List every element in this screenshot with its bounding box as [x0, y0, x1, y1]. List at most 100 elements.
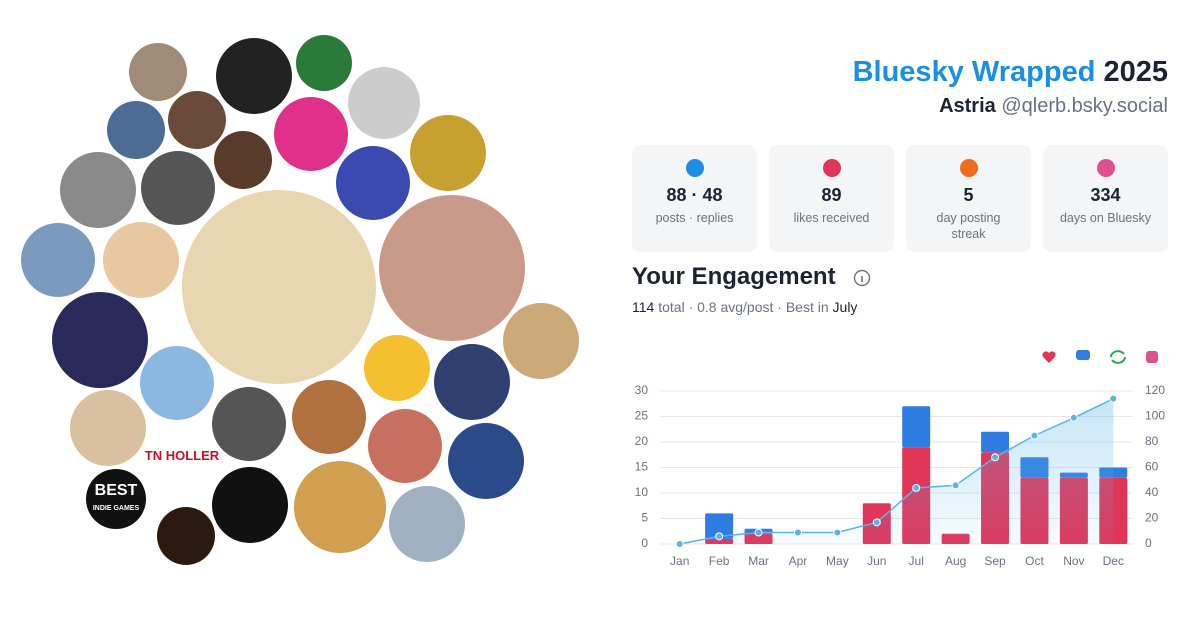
avatar	[336, 146, 410, 220]
stat-icon	[959, 159, 978, 177]
stat-label: days on Bluesky	[1059, 211, 1152, 225]
info-icon	[853, 269, 871, 287]
line	[679, 397, 1114, 545]
avatar	[434, 344, 510, 420]
point	[991, 453, 1000, 462]
y2-tick-label: 20	[1145, 511, 1159, 525]
avatar	[168, 91, 226, 149]
like-icon	[1042, 351, 1056, 363]
best-month: July	[832, 299, 858, 315]
stat-label: posts · replies	[655, 211, 734, 225]
stat-card: 5 day posting streak	[906, 145, 1031, 252]
x-tick-label: Aug	[945, 554, 966, 568]
x-tick-label: Jul	[909, 554, 924, 568]
x-tick-label: Nov	[1063, 554, 1084, 568]
avatar	[503, 303, 579, 379]
avatar	[157, 507, 215, 565]
title-text: Bluesky Wrapped	[852, 56, 1096, 88]
avatar	[410, 115, 486, 191]
point	[833, 528, 842, 537]
y2-tick-label: 80	[1145, 434, 1159, 448]
point	[951, 481, 960, 490]
avatar	[214, 131, 272, 189]
point	[793, 528, 802, 537]
stat-card: 334 days on Bluesky	[1043, 145, 1168, 252]
x-tick-label: Oct	[1025, 554, 1044, 568]
avatar	[86, 469, 146, 529]
y-tick-label: 5	[641, 511, 648, 525]
reply-icon	[1076, 350, 1090, 360]
avatar-text: BEST	[95, 482, 138, 499]
y-tick-label: 25	[635, 409, 649, 423]
stat-value: 89	[821, 185, 842, 205]
avatar	[368, 409, 442, 483]
avatar-text: INDIE GAMES	[93, 505, 140, 512]
point	[872, 518, 881, 527]
avatar	[129, 43, 187, 101]
avatar	[140, 346, 214, 420]
avatar	[292, 380, 366, 454]
y2-tick-label: 100	[1145, 409, 1165, 423]
stat-label: day posting streak	[936, 211, 1001, 241]
x-tick-label: Dec	[1103, 554, 1124, 568]
user: Astria @qlerb.bsky.social	[939, 95, 1168, 118]
avatar	[364, 335, 430, 401]
x-tick-label: Mar	[748, 554, 769, 568]
point	[1109, 394, 1118, 403]
avatar-cluster: TN HOLLER BEST INDIE GAMES	[21, 35, 579, 565]
quote-icon	[1146, 351, 1158, 363]
chart: 0 5 10 15 20 25 30 0 20 40 60 80 100 120 Jan Feb Mar Apr M…	[635, 383, 1166, 568]
avatar-text: TN HOLLER	[145, 448, 220, 463]
x-tick-label: Jun	[867, 554, 886, 568]
point	[1069, 413, 1078, 422]
stat-value: 5	[963, 185, 974, 205]
legend-icons	[853, 269, 1158, 364]
summary: 114 total · 0.8 avg/post · Best in July	[632, 299, 857, 315]
x-tick-label: Apr	[789, 554, 808, 568]
area	[679, 398, 1114, 544]
point	[754, 528, 763, 537]
y-tick-label: 30	[635, 383, 649, 397]
total: 114	[632, 299, 655, 315]
stat-icon	[1096, 159, 1115, 177]
avatar	[216, 38, 292, 114]
stat-icon	[822, 159, 841, 177]
x-tick-label: Sep	[984, 554, 1006, 568]
y2-tick-label: 0	[1145, 536, 1152, 550]
point	[675, 540, 684, 548]
stat-icon	[685, 159, 704, 177]
avatar	[103, 222, 179, 298]
title: Bluesky Wrapped 2025	[853, 56, 1168, 89]
y-tick-label: 0	[641, 536, 648, 550]
avatar	[70, 390, 146, 466]
avatar	[182, 190, 376, 384]
stat-label: likes received	[793, 211, 870, 225]
avatar	[294, 461, 386, 553]
x-tick-label: Feb	[709, 554, 730, 568]
bar-segment	[705, 513, 734, 539]
bar-segment	[902, 406, 931, 448]
section-title: Your Engagement	[632, 263, 836, 290]
avatar	[52, 292, 148, 388]
year: 2025	[1103, 56, 1168, 88]
stat-value: 88 · 48	[666, 185, 723, 205]
handle: @qlerb.bsky.social	[1001, 95, 1168, 117]
y2-tick-label: 40	[1145, 485, 1159, 499]
avatar	[212, 467, 288, 543]
y-tick-label: 20	[635, 434, 649, 448]
avatar	[141, 151, 215, 225]
avatar	[60, 152, 136, 228]
avatar	[448, 423, 524, 499]
avatar	[107, 101, 165, 159]
bar-segment	[981, 431, 1010, 453]
stat-value: 334	[1090, 185, 1121, 205]
x-tick-label: May	[826, 554, 849, 568]
y2-tick-label: 120	[1145, 383, 1165, 397]
avatar	[389, 486, 465, 562]
avatar	[212, 387, 286, 461]
point	[1030, 431, 1039, 440]
summary-text: total · 0.8 avg/post · Best in	[658, 299, 829, 315]
y-tick-label: 15	[635, 460, 649, 474]
